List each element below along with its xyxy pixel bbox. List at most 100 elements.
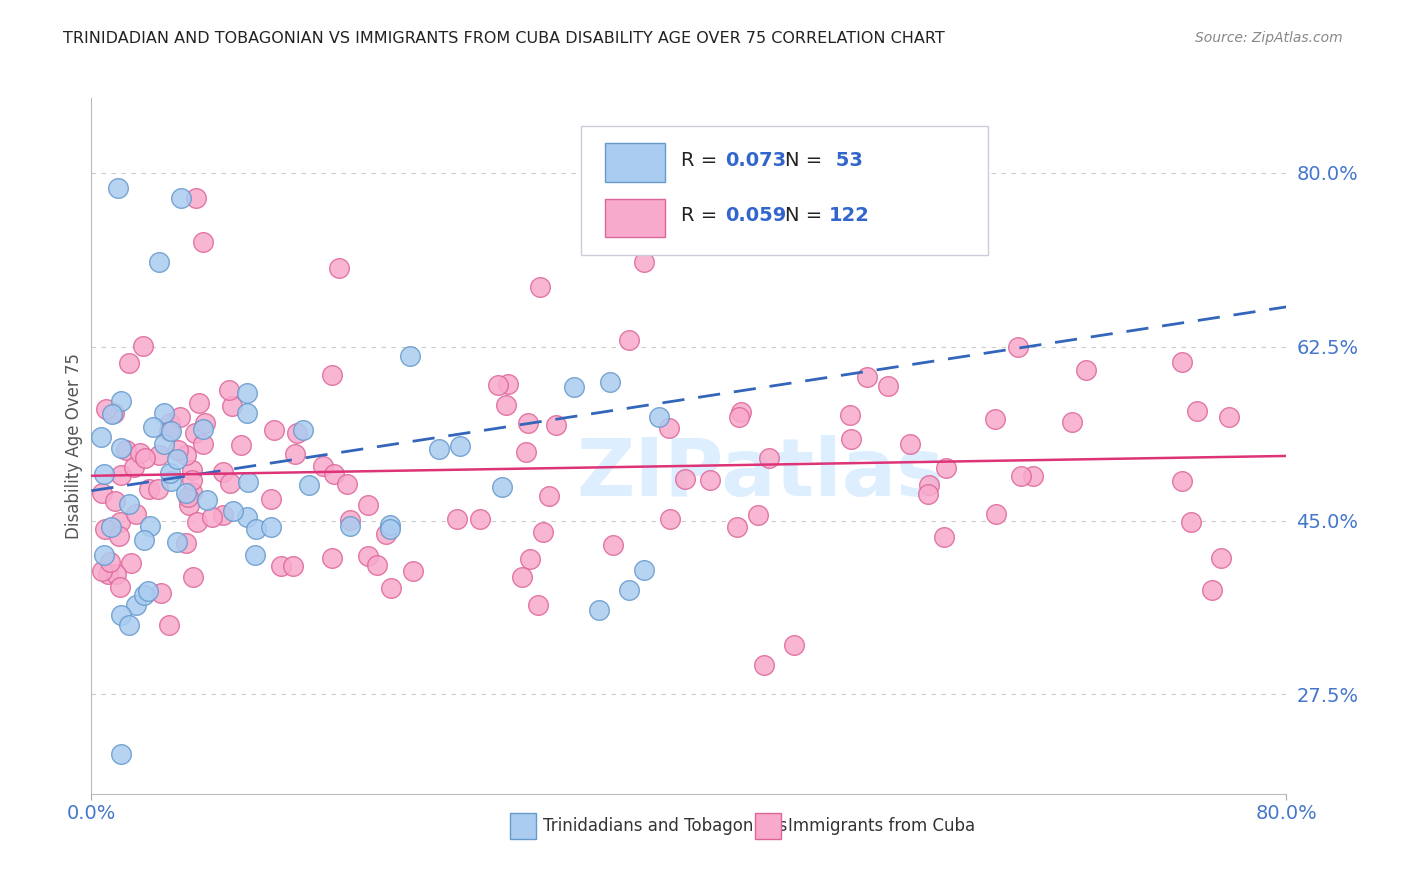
FancyBboxPatch shape bbox=[582, 126, 987, 255]
Point bbox=[544, 417, 567, 432]
Point bbox=[336, 477, 359, 491]
Point bbox=[169, 409, 191, 424]
Point bbox=[222, 504, 245, 518]
Point bbox=[90, 430, 112, 444]
Point bbox=[898, 437, 921, 451]
Point bbox=[104, 493, 127, 508]
Point bbox=[91, 565, 114, 579]
Point bbox=[179, 498, 201, 512]
Point bbox=[380, 517, 402, 532]
Point bbox=[181, 474, 204, 488]
Point bbox=[128, 446, 150, 460]
Point bbox=[193, 421, 215, 435]
Point bbox=[159, 466, 181, 480]
Point bbox=[174, 486, 197, 500]
Text: 0.059: 0.059 bbox=[725, 206, 786, 225]
Point bbox=[139, 519, 162, 533]
Text: 122: 122 bbox=[828, 206, 870, 225]
Point bbox=[174, 449, 197, 463]
Bar bbox=[509, 813, 536, 839]
Point bbox=[1062, 415, 1084, 429]
Point bbox=[194, 416, 217, 430]
Point bbox=[782, 638, 804, 652]
Point bbox=[366, 558, 388, 573]
Point bbox=[177, 490, 200, 504]
Point bbox=[153, 406, 176, 420]
Point bbox=[236, 510, 259, 524]
Y-axis label: Disability Age Over 75: Disability Age Over 75 bbox=[65, 353, 83, 539]
Point bbox=[166, 535, 188, 549]
Bar bbox=[605, 199, 665, 237]
Point bbox=[515, 445, 537, 459]
Point bbox=[98, 555, 121, 569]
Point bbox=[470, 512, 492, 526]
Point bbox=[186, 515, 208, 529]
Point bbox=[519, 551, 541, 566]
Point bbox=[602, 539, 624, 553]
Point bbox=[148, 255, 170, 269]
Point bbox=[118, 497, 141, 511]
Point bbox=[183, 570, 205, 584]
Text: ZIPatlas: ZIPatlas bbox=[576, 434, 945, 513]
Point bbox=[195, 492, 218, 507]
Point bbox=[648, 409, 671, 424]
Point bbox=[104, 567, 127, 582]
Point bbox=[100, 520, 122, 534]
Point bbox=[212, 508, 235, 522]
Point bbox=[191, 437, 214, 451]
Point bbox=[934, 530, 956, 544]
Point bbox=[699, 473, 721, 487]
Point bbox=[617, 333, 640, 347]
Point bbox=[150, 586, 173, 600]
Point bbox=[380, 581, 402, 595]
Point bbox=[491, 480, 513, 494]
Point bbox=[219, 475, 242, 490]
Point bbox=[157, 424, 180, 438]
Point bbox=[108, 580, 131, 594]
Point bbox=[399, 349, 422, 363]
Point bbox=[93, 549, 115, 563]
Point bbox=[758, 450, 780, 465]
Point bbox=[283, 558, 305, 573]
Point bbox=[284, 447, 307, 461]
Point bbox=[918, 478, 941, 492]
Point bbox=[321, 550, 343, 565]
Point bbox=[90, 485, 112, 500]
Point bbox=[312, 458, 335, 473]
Point bbox=[229, 438, 252, 452]
Point bbox=[181, 485, 204, 500]
Point bbox=[429, 442, 451, 456]
Point bbox=[1201, 583, 1223, 598]
Point bbox=[838, 408, 860, 422]
Point bbox=[1171, 354, 1194, 368]
Point bbox=[562, 379, 585, 393]
Point bbox=[531, 524, 554, 539]
Point bbox=[446, 511, 468, 525]
Point bbox=[496, 376, 519, 391]
Point bbox=[115, 442, 138, 457]
Point bbox=[1074, 363, 1097, 377]
Point bbox=[134, 450, 156, 465]
Point bbox=[339, 519, 361, 533]
Point bbox=[328, 260, 350, 275]
Point bbox=[527, 599, 550, 613]
Point bbox=[160, 474, 183, 488]
Point bbox=[97, 567, 120, 582]
Point bbox=[673, 472, 696, 486]
Point bbox=[166, 452, 188, 467]
Point bbox=[510, 570, 533, 584]
Point bbox=[159, 416, 181, 430]
Point bbox=[1171, 474, 1194, 488]
Bar bbox=[605, 144, 665, 182]
Point bbox=[877, 379, 900, 393]
Point bbox=[183, 426, 205, 441]
Point bbox=[170, 190, 193, 204]
Point bbox=[122, 459, 145, 474]
Point bbox=[131, 339, 153, 353]
Text: R =: R = bbox=[681, 151, 723, 169]
Point bbox=[120, 556, 142, 570]
Point bbox=[110, 442, 132, 456]
Text: TRINIDADIAN AND TOBAGONIAN VS IMMIGRANTS FROM CUBA DISABILITY AGE OVER 75 CORREL: TRINIDADIAN AND TOBAGONIAN VS IMMIGRANTS… bbox=[63, 31, 945, 46]
Point bbox=[725, 520, 748, 534]
Point bbox=[187, 396, 209, 410]
